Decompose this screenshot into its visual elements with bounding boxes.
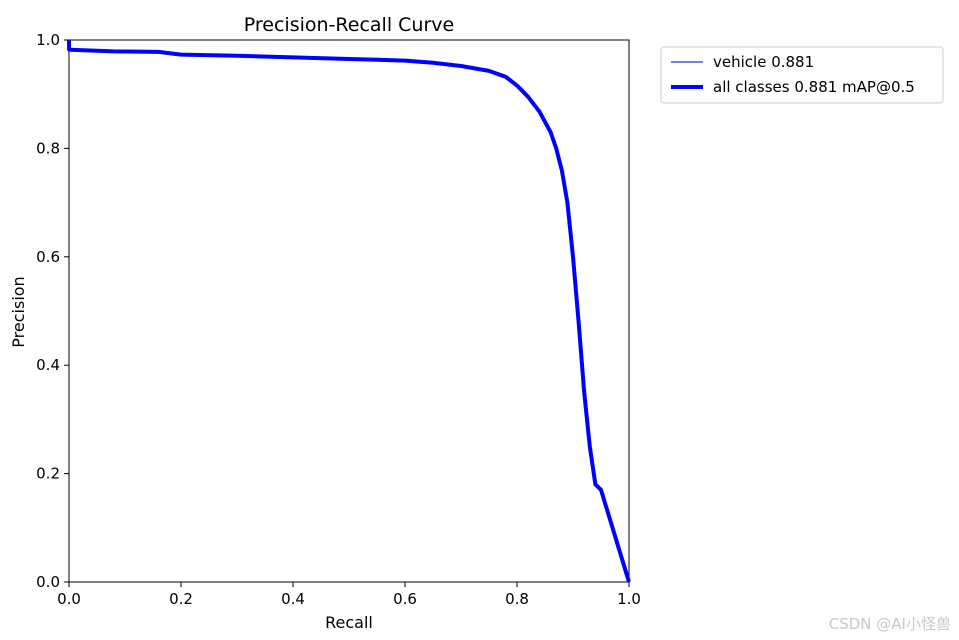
- y-tick-label: 1.0: [36, 31, 60, 49]
- x-tick-label: 0.8: [505, 590, 529, 608]
- x-axis-ticks: 0.0 0.2 0.4 0.6 0.8 1.0: [57, 582, 641, 608]
- y-axis-label: Precision: [9, 276, 28, 347]
- series-lines: [67, 40, 631, 583]
- plot-area: [68, 39, 630, 583]
- x-axis-label: Recall: [325, 613, 373, 632]
- y-tick-label: 0.2: [36, 465, 60, 483]
- plot-frame: [68, 39, 630, 583]
- series-line-2: [67, 40, 631, 583]
- y-axis-ticks: 0.0 0.2 0.4 0.6 0.8 1.0: [36, 31, 69, 591]
- y-tick-label: 0.0: [36, 573, 60, 591]
- x-tick-label: 0.6: [393, 590, 417, 608]
- x-tick-label: 0.2: [169, 590, 193, 608]
- x-tick-label: 0.0: [57, 590, 81, 608]
- legend-label: all classes 0.881 mAP@0.5: [713, 78, 915, 96]
- y-tick-label: 0.6: [36, 248, 60, 266]
- y-tick-label: 0.4: [36, 356, 60, 374]
- x-tick-label: 1.0: [617, 590, 641, 608]
- legend-box: [660, 46, 944, 104]
- y-tick-label: 0.8: [36, 139, 60, 157]
- chart-title: Precision-Recall Curve: [244, 14, 454, 36]
- x-tick-label: 0.4: [281, 590, 305, 608]
- watermark-text: CSDN @AI小怪兽: [828, 615, 951, 633]
- legend-label: vehicle 0.881: [713, 53, 814, 71]
- legend: vehicle 0.881 all classes 0.881 mAP@0.5: [660, 46, 944, 104]
